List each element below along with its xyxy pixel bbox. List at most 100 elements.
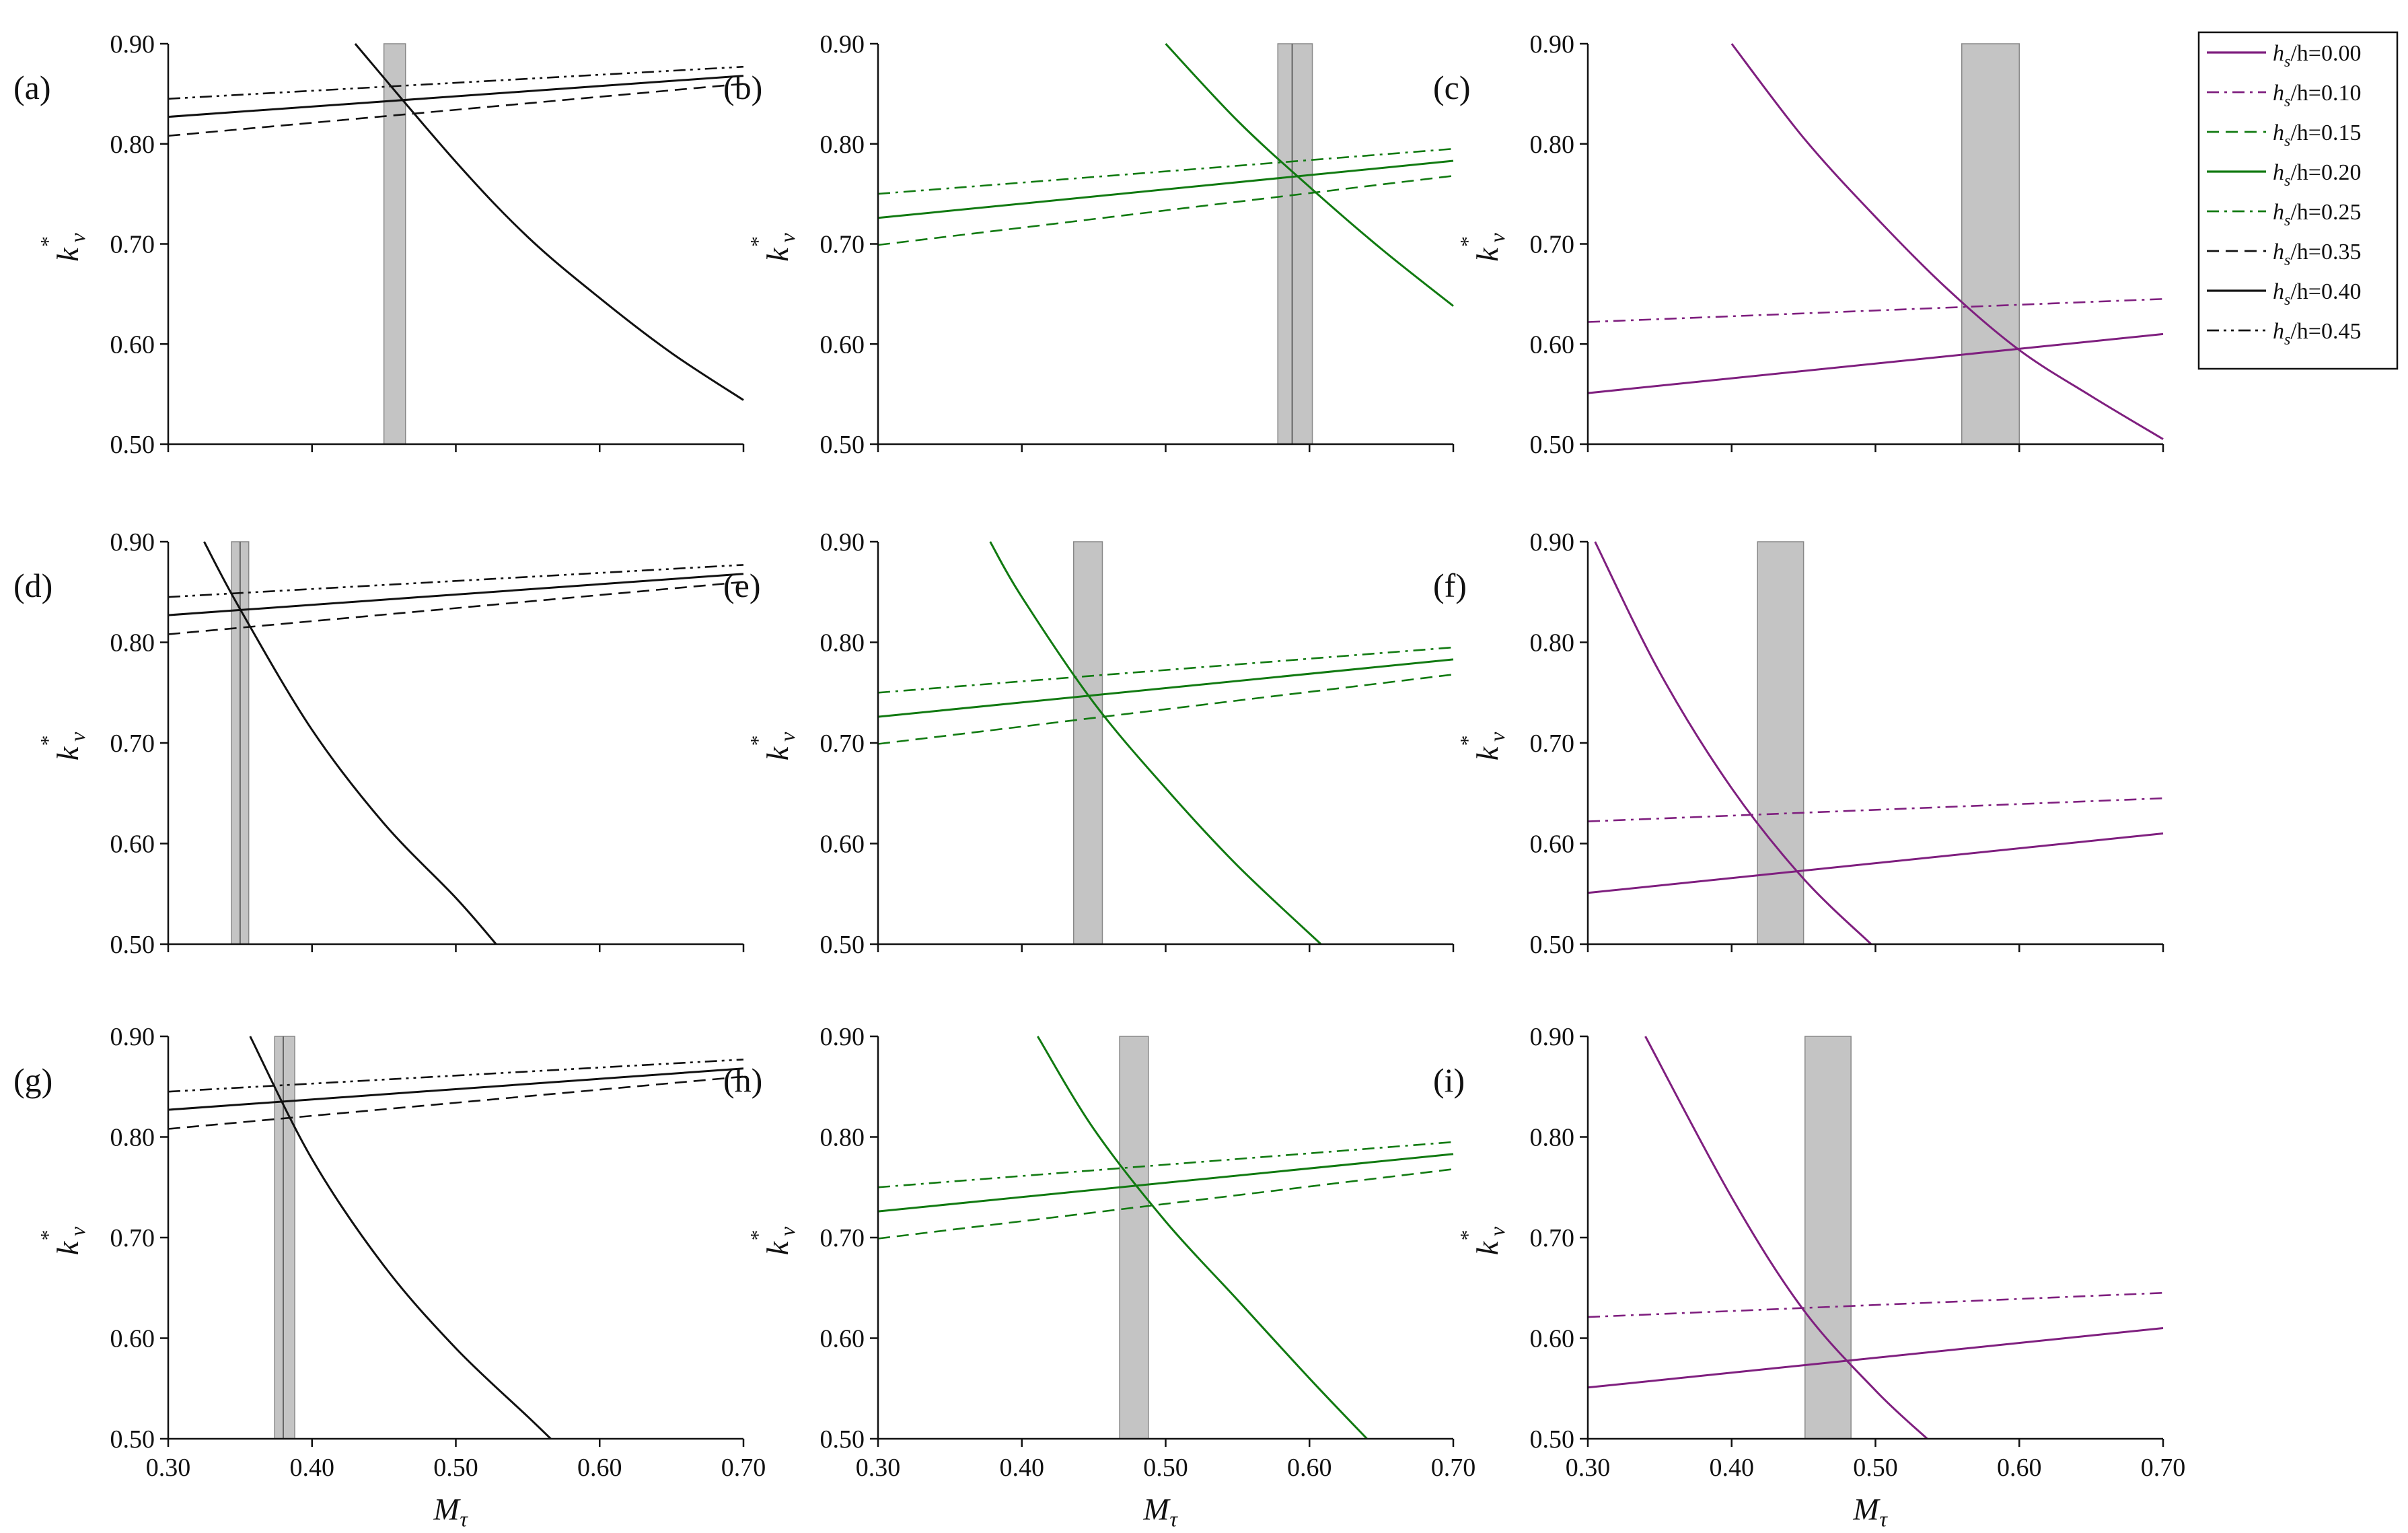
y-axis-title-sup: *: [745, 1231, 770, 1242]
series-line-hs-h-0-15: [877, 175, 1454, 246]
y-axis-title-k: k: [1470, 247, 1504, 262]
y-axis-title-sub: v: [775, 1226, 799, 1236]
series-line-curve: [1730, 43, 2164, 440]
y-tick-label: 0.90: [1530, 1023, 1575, 1051]
y-axis-title-k: k: [1470, 1240, 1504, 1255]
y-axis-title-k: k: [760, 247, 795, 262]
shaded-band: [275, 1036, 295, 1439]
y-tick-label: 0.70: [820, 231, 865, 259]
y-axis-title-sup: *: [36, 736, 60, 747]
y-axis-title-sub: v: [1485, 233, 1509, 243]
y-tick-label: 0.80: [820, 131, 865, 159]
x-tick-label: 0.50: [433, 1454, 478, 1482]
x-axis-title-sub: τ: [460, 1507, 469, 1531]
series-line-curve: [1594, 541, 1872, 946]
x-tick-label: 0.40: [290, 1454, 335, 1482]
series-line-hs-h-0-10: [1587, 797, 2164, 822]
legend-label: hs/h=0.10: [2273, 81, 2361, 110]
y-tick-label: 0.50: [820, 431, 865, 459]
shaded-band: [384, 44, 406, 444]
x-axis-title-m: M: [1852, 1492, 1881, 1526]
panel-label: (f): [1433, 567, 1467, 604]
y-tick-label: 0.70: [820, 729, 865, 758]
series-line-hs-h-0-10: [1587, 298, 2164, 323]
series-line-hs-h-0-40: [168, 573, 744, 616]
y-axis-title: k* v: [36, 1226, 89, 1255]
legend-item: hs/h=0.25: [2207, 200, 2361, 229]
panel-label: (g): [13, 1061, 52, 1099]
x-tick-label: 0.30: [146, 1454, 191, 1482]
x-tick-label: 0.50: [1143, 1454, 1188, 1482]
legend-label: hs/h=0.00: [2273, 41, 2361, 71]
y-axis-title-sup: *: [745, 736, 770, 747]
series-line-hs-h-0-20: [877, 159, 1454, 219]
y-axis-title: k* v: [1455, 732, 1509, 760]
panel-label: (a): [13, 69, 51, 106]
y-tick-label: 0.50: [110, 431, 155, 459]
y-axis-title-k: k: [1470, 746, 1504, 760]
legend-box: [2197, 31, 2399, 370]
y-tick-label: 0.70: [1530, 231, 1575, 259]
y-axis-title-k: k: [50, 247, 85, 262]
y-tick-label: 0.90: [1530, 528, 1575, 557]
y-tick-label: 0.50: [1530, 931, 1575, 959]
series-line-curve: [989, 541, 1322, 946]
y-axis-title-sub: v: [775, 732, 799, 742]
panel-b: 0.50 0.60 0.70 0.80 0.90 (b) k* v: [723, 30, 1455, 459]
shaded-band: [1278, 44, 1313, 444]
shaded-band: [1073, 542, 1103, 944]
y-axis-title-k: k: [760, 1240, 795, 1255]
panel-label: (d): [13, 567, 52, 604]
panel-c: 0.50 0.60 0.70 0.80 0.90 (c) k* v: [1433, 30, 2164, 459]
shaded-band: [1804, 1036, 1852, 1439]
legend-label: hs/h=0.35: [2273, 240, 2361, 269]
y-tick-label: 0.50: [1530, 1425, 1575, 1454]
series-line-hs-h-0-00: [1587, 832, 2164, 894]
series-line-curve: [1037, 1036, 1368, 1440]
legend-label: hs/h=0.40: [2273, 279, 2361, 309]
series-line-hs-h-0-35: [168, 83, 744, 137]
y-axis-title: k* v: [745, 732, 799, 760]
legend-label: hs/h=0.45: [2273, 319, 2361, 349]
x-tick-label: 0.70: [2141, 1454, 2186, 1482]
series-line-hs-h-0-35: [168, 1075, 744, 1130]
y-axis-title-sup: *: [1455, 736, 1480, 747]
series-line-hs-h-0-10: [1587, 1291, 2164, 1318]
series-line-hs-h-0-45: [168, 65, 744, 100]
y-tick-label: 0.90: [110, 30, 155, 59]
legend-item: hs/h=0.40: [2207, 279, 2361, 309]
y-tick-label: 0.80: [1530, 131, 1575, 159]
legend: hs/h=0.00 hs/h=0.10 hs/h=0.15 hs/h=0.20 hs/h…: [2197, 31, 2399, 370]
series-line-hs-h-0-25: [877, 147, 1454, 195]
panel-e: 0.50 0.60 0.70 0.80 0.90 (e) k* v: [723, 528, 1455, 959]
panel-a: 0.50 0.60 0.70 0.80 0.90 (a) k* v: [13, 30, 745, 459]
shaded-band: [1961, 44, 2020, 444]
y-tick-label: 0.70: [110, 729, 155, 758]
y-axis-title-sup: *: [36, 1231, 60, 1242]
y-axis-title-k: k: [760, 746, 795, 760]
y-tick-label: 0.60: [1530, 830, 1575, 859]
series-line-curve: [1165, 42, 1454, 307]
legend-item: hs/h=0.35: [2207, 240, 2361, 269]
legend-label: hs/h=0.25: [2273, 200, 2361, 229]
x-tick-label: 0.40: [1000, 1454, 1045, 1482]
y-axis-title-sub: v: [65, 1226, 89, 1236]
panel-h: 0.50 0.60 0.70 0.80 0.90 0.30 0.40 0.50 0.60 0.70…: [723, 1023, 1475, 1531]
series-line-hs-h-0-15: [877, 1168, 1454, 1240]
series-line-hs-h-0-25: [877, 646, 1454, 694]
y-tick-label: 0.60: [820, 1325, 865, 1353]
y-tick-label: 0.90: [820, 528, 865, 557]
panel-g: 0.50 0.60 0.70 0.80 0.90 0.30 0.40 0.50 0.60 0.70…: [13, 1023, 766, 1531]
panel-label: (b): [723, 69, 762, 106]
y-axis-title-k: k: [50, 1240, 85, 1255]
legend-item: hs/h=0.15: [2207, 120, 2361, 150]
y-axis-title: k* v: [745, 1226, 799, 1255]
y-tick-label: 0.50: [110, 931, 155, 959]
series-line-hs-h-0-00: [1587, 332, 2164, 394]
x-tick-label: 0.60: [1287, 1454, 1332, 1482]
y-tick-label: 0.60: [110, 830, 155, 859]
y-axis-title-sub: v: [65, 233, 89, 243]
y-tick-label: 0.50: [820, 931, 865, 959]
y-tick-label: 0.90: [820, 1023, 865, 1051]
y-tick-label: 0.60: [110, 330, 155, 359]
